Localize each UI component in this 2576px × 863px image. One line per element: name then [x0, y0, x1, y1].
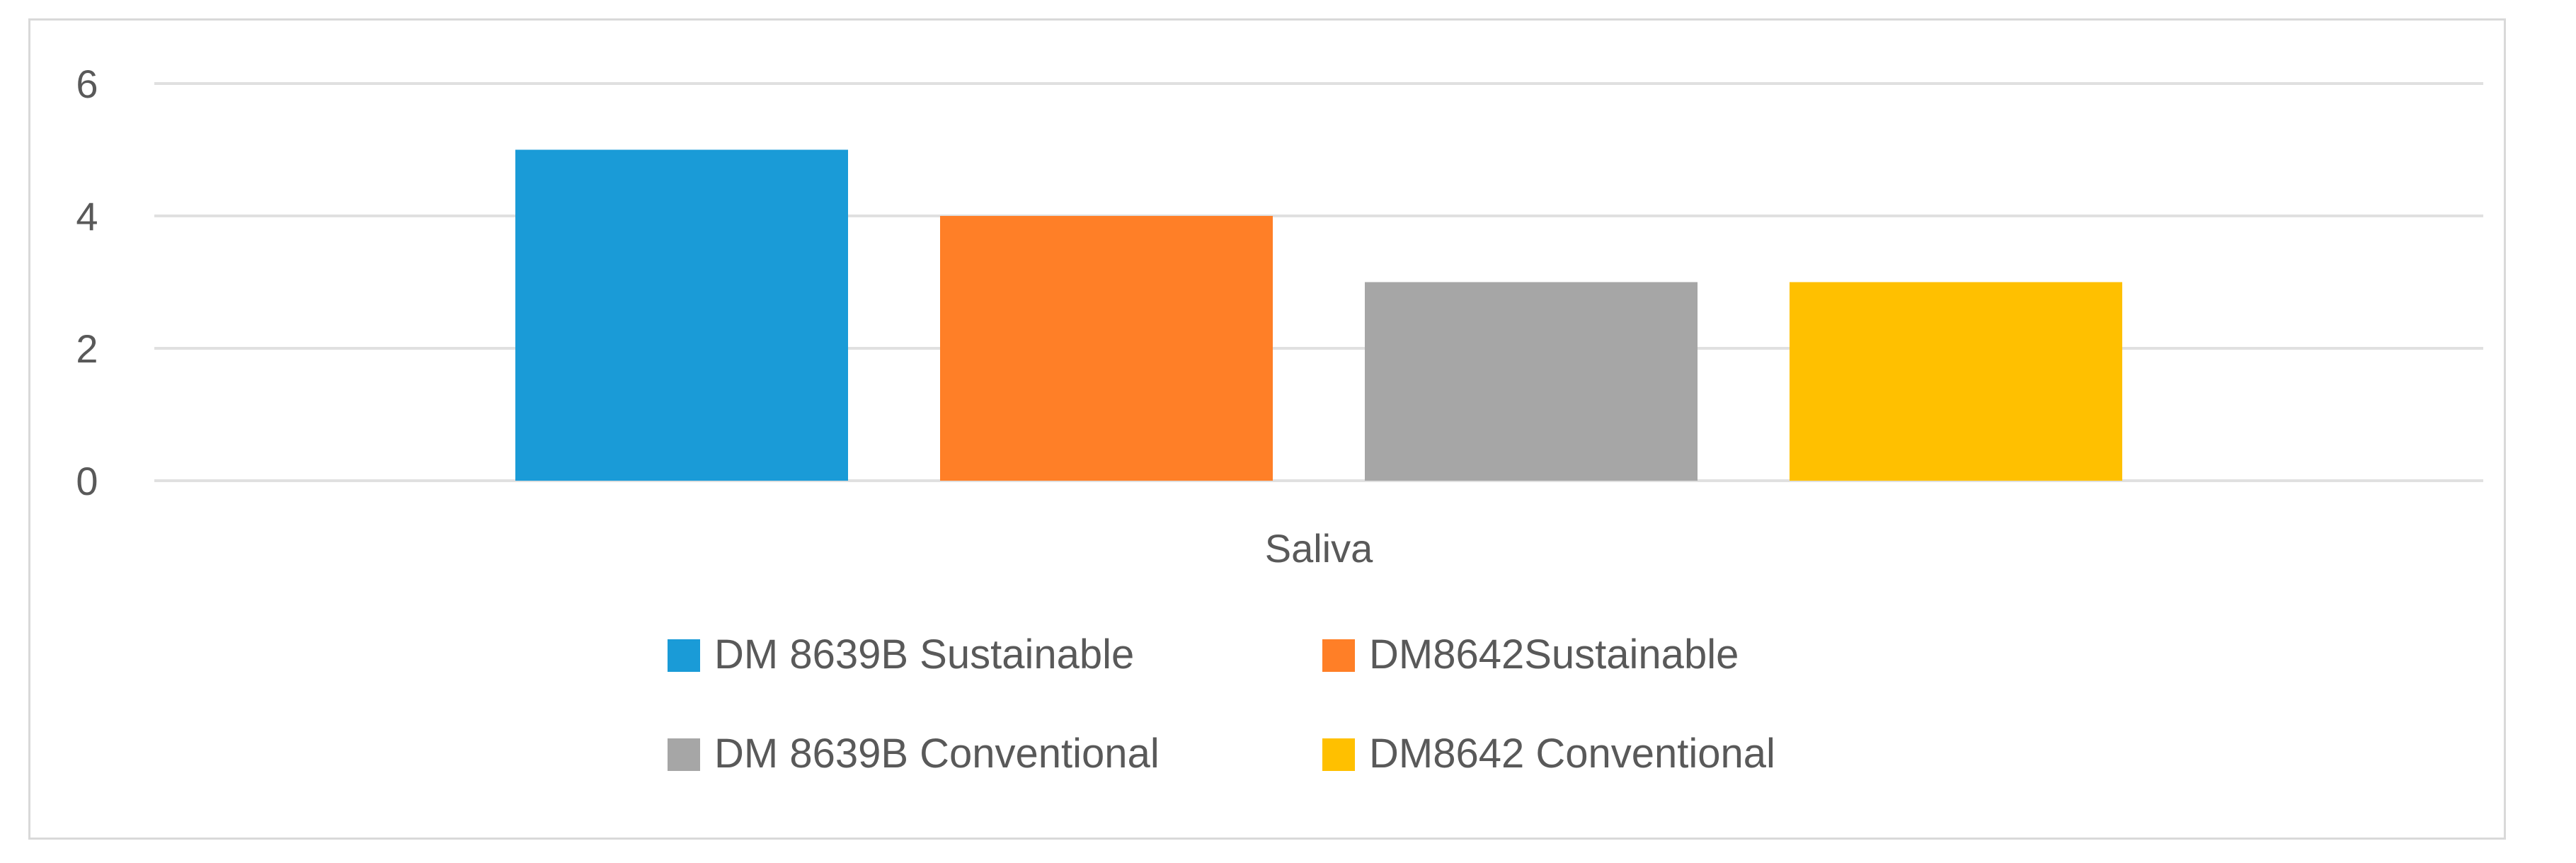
legend-item: DM8642Sustainable — [1322, 631, 1739, 678]
legend-item: DM 8639B Conventional — [668, 731, 1160, 777]
x-axis-tick-labels: Saliva — [1265, 526, 1373, 571]
bars — [515, 149, 2122, 481]
legend-swatch — [1322, 639, 1355, 672]
bar — [940, 216, 1273, 481]
y-tick-label: 4 — [76, 194, 98, 239]
y-axis-tick-labels: 0 2 4 6 — [76, 62, 98, 503]
y-tick-label: 6 — [76, 62, 98, 106]
bar — [1790, 282, 2122, 481]
legend: DM 8639B Sustainable DM8642Sustainable DM … — [668, 631, 1775, 777]
bar — [515, 149, 848, 481]
legend-label: DM 8639B Conventional — [714, 731, 1160, 777]
legend-swatch — [1322, 738, 1355, 771]
gridlines — [154, 82, 2483, 482]
legend-label: DM8642 Conventional — [1369, 731, 1775, 777]
legend-label: DM8642Sustainable — [1369, 631, 1739, 678]
bar-chart: 0 2 4 6 Saliva DM 8639B Sustainable DM8642Su… — [76, 62, 2483, 777]
legend-item: DM 8639B Sustainable — [668, 631, 1134, 678]
y-tick-label: 0 — [76, 459, 98, 503]
x-tick-label: Saliva — [1265, 526, 1373, 571]
legend-swatch — [668, 639, 700, 672]
chart-frame: 0 2 4 6 Saliva DM 8639B Sustainable DM8642Su… — [28, 18, 2506, 840]
legend-label: DM 8639B Sustainable — [714, 631, 1134, 678]
bar — [1365, 282, 1698, 481]
y-tick-label: 2 — [76, 326, 98, 371]
legend-swatch — [668, 738, 700, 771]
legend-item: DM8642 Conventional — [1322, 731, 1775, 777]
